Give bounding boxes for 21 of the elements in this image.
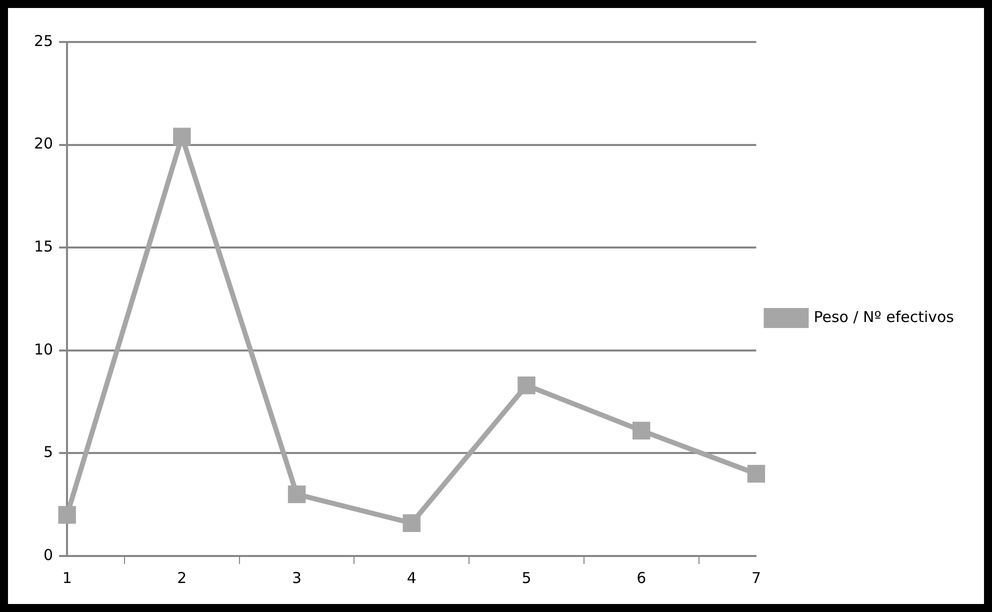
y-tick-label: 0 bbox=[44, 546, 54, 564]
y-tick-label: 10 bbox=[34, 340, 54, 358]
x-tick-label: 7 bbox=[751, 568, 761, 587]
point bbox=[58, 506, 76, 524]
y-tick-label: 20 bbox=[34, 134, 54, 153]
x-tick-label: 4 bbox=[406, 568, 416, 587]
point bbox=[402, 514, 421, 532]
y-tick-label: 15 bbox=[34, 237, 54, 256]
point bbox=[747, 464, 766, 483]
x-tick-label: 5 bbox=[522, 568, 532, 587]
point bbox=[518, 376, 536, 394]
point bbox=[173, 128, 191, 146]
legend-label: Peso / Nº efectivos bbox=[814, 308, 954, 326]
point bbox=[288, 485, 306, 504]
y-tick-label: 5 bbox=[44, 443, 54, 462]
x-tick-label: 2 bbox=[177, 568, 187, 587]
point bbox=[632, 422, 650, 440]
x-tick-label: 3 bbox=[292, 568, 302, 587]
x-tick-label: 1 bbox=[62, 568, 72, 587]
x-tick-label: 6 bbox=[636, 568, 646, 587]
y-tick-label: 25 bbox=[34, 32, 54, 50]
